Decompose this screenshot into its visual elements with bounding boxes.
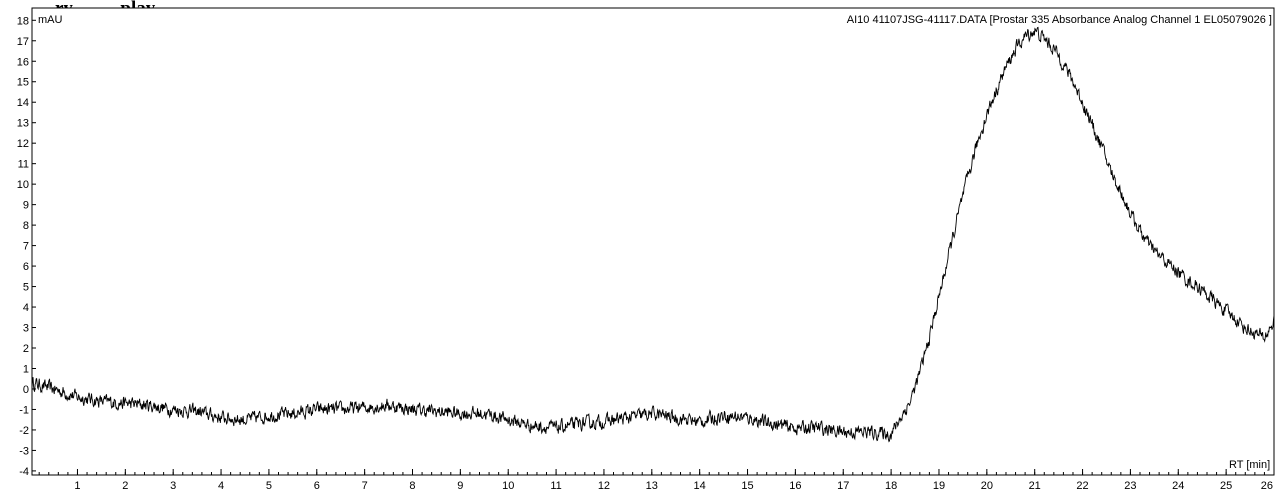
y-tick-label: 10 [17, 179, 29, 191]
x-tick-label: 5 [266, 480, 272, 492]
y-tick-label: 4 [23, 302, 29, 314]
x-tick-label: 6 [314, 480, 320, 492]
y-tick-label: 0 [23, 384, 29, 396]
series-group [31, 26, 1275, 443]
x-tick-label: 12 [598, 480, 610, 492]
chart-title: AI10 41107JSG-41117.DATA [Prostar 335 Ab… [847, 14, 1272, 26]
x-tick-label: 10 [502, 480, 514, 492]
y-tick-label: 3 [23, 323, 29, 335]
y-tick-label: 13 [17, 118, 29, 130]
x-tick-label: 18 [885, 480, 897, 492]
x-tick-label: 4 [218, 480, 224, 492]
x-tick-label: 25 [1220, 480, 1232, 492]
x-tick-label: 1 [74, 480, 80, 492]
y-tick-label: -2 [19, 425, 29, 437]
x-tick-label: 15 [741, 480, 753, 492]
x-axis: 1 2 3 4 5 6 7 8 9 10 11 12 13 14 15 16 17 18 19 20 21 22 23 24 2… [38, 469, 1275, 492]
y-tick-label: 16 [17, 56, 29, 68]
y-tick-label: 12 [17, 138, 29, 150]
x-tick-label: 20 [981, 480, 993, 492]
y-tick-label: 14 [17, 97, 29, 109]
x-tick-label: 14 [694, 480, 706, 492]
x-tick-label: 2 [122, 480, 128, 492]
plot-area-frame [31, 7, 1275, 476]
y-axis-label: mAU [38, 14, 63, 26]
y-tick-label: -3 [19, 445, 29, 457]
x-tick-label: 17 [837, 480, 849, 492]
x-tick-label: 22 [1076, 480, 1088, 492]
x-axis-label: RT [min] [1229, 459, 1270, 471]
y-tick-label: -1 [19, 404, 29, 416]
y-tick-label: 2 [23, 343, 29, 355]
y-tick-label: 6 [23, 261, 29, 273]
y-tick-label: 5 [23, 282, 29, 294]
y-tick-label: 9 [23, 200, 29, 212]
x-tick-label: 26 [1261, 480, 1273, 492]
x-tick-label: 21 [1029, 480, 1041, 492]
x-tick-label: 8 [409, 480, 415, 492]
absorbance-trace [31, 26, 1275, 443]
x-tick-label: 7 [362, 480, 368, 492]
x-tick-label: 19 [933, 480, 945, 492]
x-tick-label: 11 [550, 480, 561, 492]
y-tick-label: -4 [19, 466, 29, 478]
y-tick-label: 17 [17, 36, 29, 48]
y-tick-label: 18 [17, 15, 29, 27]
x-tick-label: 9 [457, 480, 463, 492]
y-tick-label: 11 [18, 159, 29, 171]
y-tick-label: 7 [23, 241, 29, 253]
x-tick-label: 13 [646, 480, 658, 492]
y-tick-label: 8 [23, 220, 29, 232]
x-tick-label: 3 [170, 480, 176, 492]
x-tick-label: 23 [1124, 480, 1136, 492]
y-tick-label: 15 [17, 77, 29, 89]
y-tick-label: 1 [23, 363, 29, 375]
x-tick-label: 24 [1172, 480, 1184, 492]
x-tick-label: 16 [789, 480, 801, 492]
